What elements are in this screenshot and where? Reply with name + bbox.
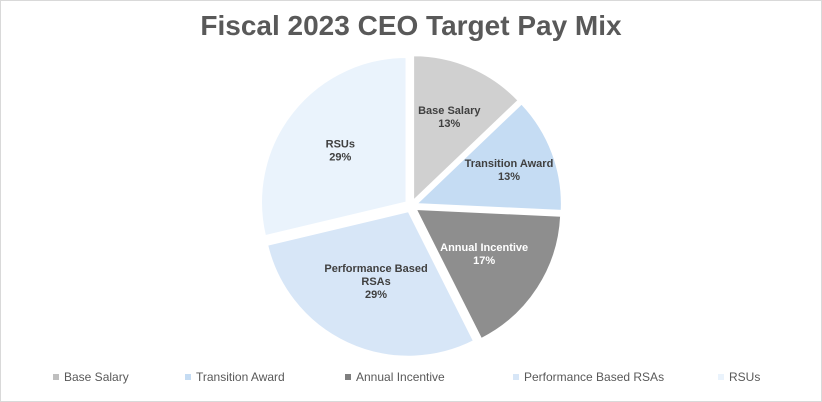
legend-swatch <box>718 373 724 380</box>
legend-swatch <box>185 373 191 380</box>
pie-slice-annual-incentive <box>414 208 562 340</box>
chart-title: Fiscal 2023 CEO Target Pay Mix <box>200 10 622 41</box>
data-label-performance-based-rsas: Performance Based RSAs 29% <box>324 263 427 301</box>
legend-swatch <box>53 373 59 380</box>
legend-label: Base Salary <box>64 370 129 384</box>
legend-label: Performance Based RSAs <box>524 370 665 384</box>
pie-slice-performance-based-rsas <box>266 210 475 358</box>
data-label-transition-award: Transition Award 13% <box>465 158 554 183</box>
legend-swatch <box>513 373 519 380</box>
legend-item-rsus: RSUs <box>718 370 760 384</box>
legend-item-transition-award: Transition Award <box>185 370 285 384</box>
pie-slice-rsus <box>260 56 408 237</box>
legend-item-annual-incentive: Annual Incentive <box>345 370 445 384</box>
data-label-base-salary: Base Salary 13% <box>418 105 481 130</box>
legend-label: RSUs <box>729 370 761 384</box>
legend-item-base-salary: Base Salary <box>53 370 129 384</box>
legend-swatch <box>345 373 351 380</box>
chart-legend: Base Salary Transition Award Annual Incent… <box>1 370 821 388</box>
pie-slice-transition-award <box>414 102 563 212</box>
legend-label: Annual Incentive <box>356 370 445 384</box>
pie-slice-base-salary <box>412 54 520 203</box>
data-label-rsus: RSUs 29% <box>326 139 355 164</box>
data-label-annual-incentive: Annual Incentive 17% <box>440 242 528 267</box>
legend-item-performance-based-rsas: Performance Based RSAs <box>513 370 664 384</box>
legend-label: Transition Award <box>196 370 285 384</box>
